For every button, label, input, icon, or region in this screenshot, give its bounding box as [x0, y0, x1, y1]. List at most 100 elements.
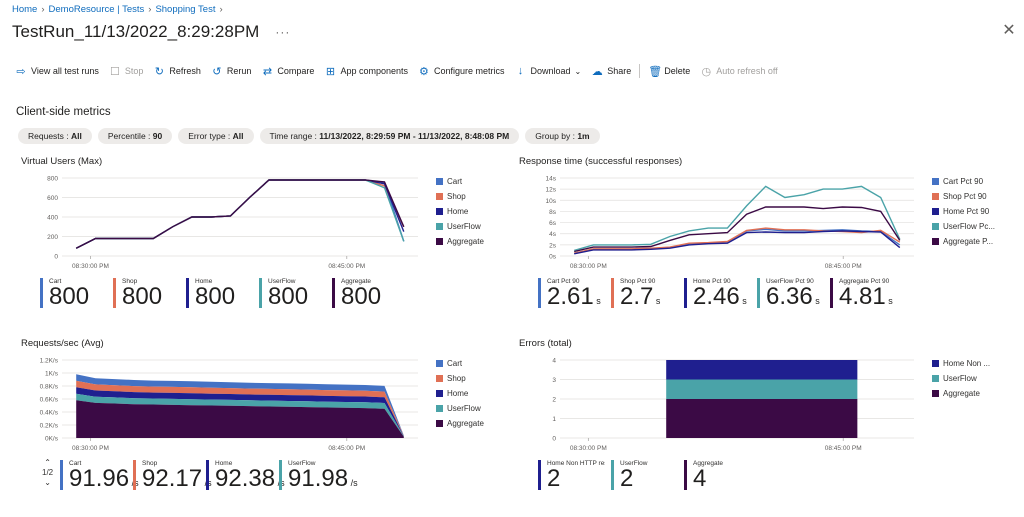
- legend-item[interactable]: UserFlow: [436, 219, 484, 234]
- legend-item[interactable]: Home Non ...: [932, 356, 990, 371]
- x-tick-label: 08:45:00 PM: [825, 263, 862, 270]
- compare-button[interactable]: ⇄ Compare: [262, 65, 315, 78]
- legend-item[interactable]: Aggregate P...: [932, 234, 995, 249]
- y-tick-label: 0: [54, 254, 58, 261]
- y-tick-label: 0: [552, 436, 556, 443]
- legend-item[interactable]: Shop Pct 90: [932, 189, 995, 204]
- series-line-aggregate-pct-90[interactable]: [574, 206, 901, 253]
- bar-segment-home-non-http-responses[interactable]: [666, 360, 858, 380]
- toolbar-divider: [639, 64, 641, 78]
- configure-metrics-button[interactable]: ⚙ Configure metrics: [419, 65, 505, 78]
- legend-item[interactable]: Shop: [436, 371, 484, 386]
- legend-swatch: [436, 208, 443, 215]
- filter-time-range[interactable]: Time range : 11/13/2022, 8:29:59 PM - 11…: [259, 128, 520, 144]
- vu-panel-title: Virtual Users (Max): [21, 156, 103, 167]
- series-line-userflow-pct-90[interactable]: [574, 185, 901, 252]
- filter-error-type[interactable]: Error type : All: [178, 128, 254, 144]
- legend-swatch: [436, 178, 443, 185]
- legend-item[interactable]: Home: [436, 204, 484, 219]
- legend-item[interactable]: Home: [436, 386, 484, 401]
- metric-card: UserFlow Pct 90 6.36 s: [757, 278, 824, 309]
- view-all-test-runs-button[interactable]: ⇨ View all test runs: [16, 65, 99, 78]
- legend-swatch: [932, 375, 939, 382]
- legend-item[interactable]: Cart: [436, 174, 484, 189]
- metric-card: Aggregate 800: [332, 278, 399, 309]
- chevron-right-icon: ›: [41, 4, 45, 15]
- metric-value: 4.81: [839, 283, 886, 310]
- metric-label: Aggregate Pct 90: [839, 278, 890, 285]
- close-icon[interactable]: ✕: [1002, 22, 1016, 39]
- y-tick-label: 4: [552, 358, 556, 365]
- area-home[interactable]: [76, 387, 404, 437]
- filter-requests[interactable]: Requests : All: [18, 128, 92, 144]
- y-tick-label: 2s: [549, 242, 557, 249]
- metric-label: Shop: [122, 278, 138, 285]
- bar-segment-userflow[interactable]: [666, 379, 858, 400]
- metric-label: UserFlow: [620, 460, 648, 467]
- metric-label: Shop Pct 90: [620, 278, 656, 285]
- legend-item[interactable]: Aggregate: [436, 416, 484, 431]
- legend-item[interactable]: Home Pct 90: [932, 204, 995, 219]
- legend-label: Home Non ...: [943, 359, 991, 368]
- metric-label: UserFlow: [268, 278, 296, 285]
- y-tick-label: 0s: [549, 254, 557, 261]
- legend-item[interactable]: Aggregate: [932, 386, 990, 401]
- x-tick-label: 08:30:00 PM: [570, 445, 607, 452]
- filter-pills: Requests : All Percentile : 90 Error typ…: [18, 128, 600, 144]
- legend-label: UserFlow: [447, 404, 481, 413]
- metric-card: UserFlow 800: [259, 278, 326, 309]
- breadcrumb-test[interactable]: Shopping Test: [155, 4, 216, 15]
- legend-swatch: [436, 420, 443, 427]
- metric-card: Aggregate 4: [684, 460, 751, 491]
- delete-button[interactable]: 🗑 Delete: [648, 65, 691, 78]
- legend-label: Cart: [447, 359, 463, 368]
- area-userflow[interactable]: [76, 393, 404, 437]
- breadcrumb-resource[interactable]: DemoResource | Tests: [48, 4, 145, 15]
- series-line-home-pct-90[interactable]: [574, 230, 901, 255]
- chevron-up-icon[interactable]: ⌃: [44, 458, 51, 467]
- y-tick-label: 1K/s: [45, 371, 59, 378]
- y-tick-label: 200: [47, 234, 58, 241]
- filter-percentile[interactable]: Percentile : 90: [97, 128, 173, 144]
- err-legend: Home Non ... UserFlow Aggregate: [932, 356, 990, 401]
- legend-item[interactable]: Aggregate: [436, 234, 484, 249]
- area-aggregate[interactable]: [76, 400, 404, 438]
- legend-swatch: [932, 223, 939, 230]
- area-shop[interactable]: [76, 380, 404, 436]
- series-line-aggregate[interactable]: [75, 179, 405, 249]
- legend-item[interactable]: Cart Pct 90: [932, 174, 995, 189]
- download-button[interactable]: ↓ Download ⌄: [510, 61, 587, 81]
- cards-pager[interactable]: ⌃ 1/2 ⌄: [42, 458, 54, 487]
- more-options-icon[interactable]: ···: [275, 25, 291, 39]
- legend-label: UserFlow: [447, 222, 481, 231]
- rerun-button[interactable]: ↺ Rerun: [212, 65, 252, 78]
- app-components-button[interactable]: ⊞ App components: [325, 65, 408, 78]
- legend-item[interactable]: Cart: [436, 356, 484, 371]
- rt-panel-title: Response time (successful responses): [519, 156, 683, 167]
- metric-label: Home: [195, 278, 213, 285]
- legend-label: Cart Pct 90: [943, 177, 984, 186]
- area-cart[interactable]: [76, 374, 404, 436]
- bar-segment-aggregate[interactable]: [666, 399, 858, 438]
- rerun-icon: ↺: [212, 65, 222, 78]
- auto-refresh-button[interactable]: ◷ Auto refresh off: [701, 65, 778, 78]
- arrow-right-icon: ⇨: [16, 65, 26, 78]
- err-cards: Home Non HTTP respons...2UserFlow2Aggreg…: [538, 460, 751, 491]
- metric-unit: s: [593, 296, 601, 306]
- breadcrumb-home[interactable]: Home: [12, 4, 38, 15]
- legend-item[interactable]: UserFlow Pc...: [932, 219, 995, 234]
- filter-group-by[interactable]: Group by : 1m: [525, 128, 600, 144]
- stop-button[interactable]: ☐ Stop: [109, 65, 144, 78]
- y-tick-label: 400: [47, 215, 58, 222]
- metric-value: 2.61: [547, 283, 594, 310]
- refresh-button[interactable]: ↻ Refresh: [154, 65, 201, 78]
- legend-item[interactable]: Shop: [436, 189, 484, 204]
- y-tick-label: 8s: [549, 209, 557, 216]
- share-button[interactable]: ☁ Share: [591, 65, 632, 78]
- metric-unit: s: [885, 296, 893, 306]
- y-tick-label: 1: [552, 416, 556, 423]
- legend-item[interactable]: UserFlow: [932, 371, 990, 386]
- legend-label: Cart: [447, 177, 463, 186]
- chevron-down-icon[interactable]: ⌄: [44, 478, 51, 487]
- legend-item[interactable]: UserFlow: [436, 401, 484, 416]
